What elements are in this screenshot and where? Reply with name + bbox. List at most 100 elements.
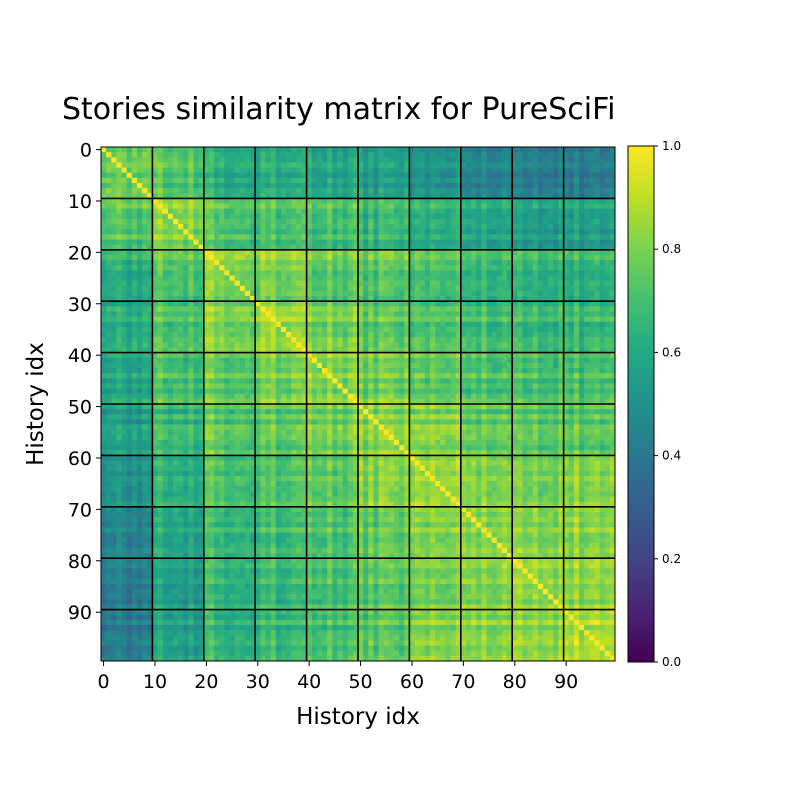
heatmap-cell bbox=[193, 398, 200, 405]
heatmap-cell bbox=[219, 234, 225, 240]
heatmap-cell bbox=[116, 203, 122, 210]
heatmap-cell bbox=[337, 203, 343, 210]
heatmap-cell bbox=[142, 337, 148, 343]
heatmap-cell bbox=[368, 275, 374, 281]
heatmap-cell bbox=[373, 224, 379, 230]
heatmap-cell bbox=[106, 352, 112, 359]
heatmap-cell bbox=[296, 182, 302, 189]
heatmap-cell bbox=[476, 316, 482, 323]
heatmap-cell bbox=[244, 321, 251, 328]
heatmap-cell bbox=[178, 162, 184, 168]
heatmap-cell bbox=[311, 296, 318, 302]
heatmap-cell bbox=[512, 301, 518, 307]
heatmap-cell bbox=[429, 280, 436, 287]
heatmap-cell bbox=[255, 224, 261, 230]
heatmap-cell bbox=[111, 162, 117, 168]
heatmap-cell bbox=[270, 342, 277, 348]
heatmap-cell bbox=[111, 229, 117, 235]
heatmap-cell bbox=[440, 337, 446, 343]
heatmap-cell bbox=[306, 357, 313, 364]
heatmap-cell bbox=[280, 270, 287, 276]
heatmap-cell bbox=[301, 393, 307, 400]
heatmap-cell bbox=[476, 296, 482, 302]
heatmap-cell bbox=[414, 378, 421, 384]
heatmap-cell bbox=[152, 332, 158, 338]
heatmap-cell bbox=[522, 260, 528, 266]
heatmap-cell bbox=[275, 285, 282, 292]
heatmap-cell bbox=[548, 316, 554, 323]
heatmap-cell bbox=[579, 157, 585, 163]
heatmap-cell bbox=[116, 326, 122, 333]
heatmap-cell bbox=[106, 270, 112, 276]
heatmap-cell bbox=[368, 208, 374, 215]
heatmap-cell bbox=[193, 306, 200, 312]
heatmap-cell bbox=[501, 368, 508, 374]
heatmap-cell bbox=[496, 357, 503, 364]
heatmap-cell bbox=[429, 306, 436, 312]
heatmap-cell bbox=[286, 177, 292, 184]
heatmap-cell bbox=[399, 275, 405, 281]
heatmap-cell bbox=[239, 373, 246, 379]
heatmap-cell bbox=[558, 254, 564, 261]
heatmap-cell bbox=[188, 254, 194, 261]
heatmap-cell bbox=[481, 254, 487, 261]
heatmap-cell bbox=[116, 321, 122, 328]
heatmap-cell bbox=[337, 290, 343, 297]
heatmap-cell bbox=[316, 337, 323, 343]
heatmap-cell bbox=[455, 188, 462, 194]
heatmap-cell bbox=[553, 316, 559, 323]
heatmap-cell bbox=[393, 398, 400, 405]
heatmap-cell bbox=[332, 270, 338, 276]
heatmap-cell bbox=[167, 280, 174, 287]
heatmap-cell bbox=[507, 321, 513, 328]
heatmap-cell bbox=[260, 352, 266, 359]
heatmap-cell bbox=[491, 398, 498, 405]
heatmap-cell bbox=[152, 234, 158, 240]
heatmap-cell bbox=[286, 362, 292, 369]
heatmap-cell bbox=[316, 306, 323, 312]
heatmap-cell bbox=[573, 177, 580, 184]
heatmap-cell bbox=[558, 234, 564, 240]
heatmap-cell bbox=[162, 234, 169, 240]
heatmap-cell bbox=[219, 296, 225, 302]
heatmap-cell bbox=[296, 265, 302, 271]
heatmap-cell bbox=[234, 332, 241, 338]
heatmap-cell bbox=[358, 275, 364, 281]
heatmap-cell bbox=[548, 321, 554, 328]
heatmap-cell bbox=[142, 326, 148, 333]
heatmap-cell bbox=[311, 373, 318, 379]
heatmap-cell bbox=[409, 326, 415, 333]
heatmap-cell bbox=[352, 234, 359, 240]
heatmap-cell bbox=[465, 352, 472, 359]
heatmap-cell bbox=[208, 182, 215, 189]
heatmap-cell bbox=[270, 203, 277, 210]
heatmap-cell bbox=[244, 254, 251, 261]
heatmap-cell bbox=[460, 229, 467, 235]
heatmap-cell bbox=[250, 249, 256, 256]
heatmap-cell bbox=[106, 316, 112, 323]
heatmap-cell bbox=[599, 213, 606, 220]
heatmap-cell bbox=[136, 321, 143, 328]
heatmap-cell bbox=[337, 260, 343, 266]
heatmap-cell bbox=[435, 260, 441, 266]
heatmap-cell bbox=[532, 162, 539, 168]
heatmap-cell bbox=[327, 316, 333, 323]
heatmap-cell bbox=[178, 290, 184, 297]
heatmap-cell bbox=[147, 280, 153, 287]
heatmap-cell bbox=[157, 152, 164, 158]
heatmap-cell bbox=[465, 306, 472, 312]
heatmap-cell bbox=[445, 198, 451, 204]
heatmap-cell bbox=[491, 193, 498, 199]
heatmap-cell bbox=[501, 167, 508, 174]
heatmap-cell bbox=[486, 321, 492, 328]
heatmap-cell bbox=[507, 280, 513, 287]
heatmap-cell bbox=[440, 157, 446, 163]
heatmap-cell bbox=[316, 378, 323, 384]
heatmap-cell bbox=[481, 177, 487, 184]
heatmap-cell bbox=[537, 188, 544, 194]
heatmap-cell bbox=[373, 147, 379, 153]
heatmap-cell bbox=[388, 337, 395, 343]
heatmap-cell bbox=[543, 172, 549, 179]
heatmap-cell bbox=[471, 218, 477, 225]
heatmap-cell bbox=[548, 198, 554, 204]
